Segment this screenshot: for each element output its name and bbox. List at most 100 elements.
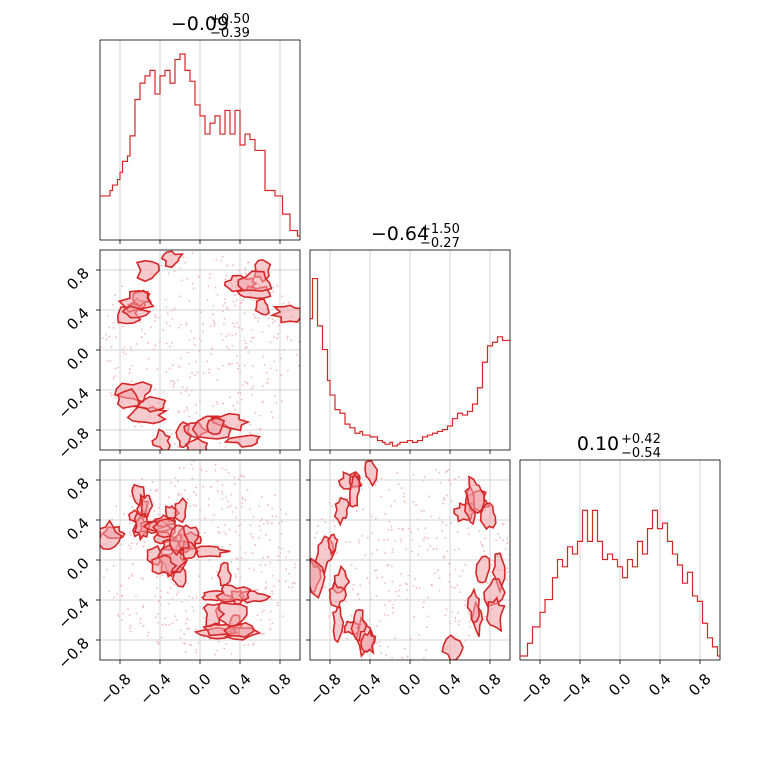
sample-point [193,344,196,346]
sample-point [106,568,108,571]
sample-point [463,599,466,602]
sample-point [156,488,159,491]
sample-point [157,621,159,624]
sample-point [239,371,241,374]
sample-point [173,386,175,388]
sample-point [438,471,441,474]
sample-point [195,360,198,363]
sample-point [108,326,110,329]
sample-point [259,529,262,532]
sample-point [442,556,445,559]
sample-point [360,477,363,480]
sample-point [261,401,264,404]
sample-point [120,619,123,622]
sample-point [124,353,127,356]
sample-point [157,316,160,319]
sample-point [173,270,176,273]
sample-point [213,322,216,325]
sample-point [277,333,280,335]
sample-point [436,547,438,550]
sample-point [228,528,231,531]
sample-point [280,508,282,511]
sample-point [217,640,220,643]
sample-point [214,469,216,472]
sample-point [208,558,211,561]
contour-level [151,554,178,578]
sample-point [231,344,234,347]
sample-point [445,524,448,526]
sample-point [160,590,162,592]
sample-point [425,649,428,652]
contour-level [223,434,262,448]
sample-point [224,533,227,536]
sample-point [284,512,287,515]
panel-2d-param-1-vs-param-2: −0.8−0.4 0.0 0.4 0.8 [54,249,301,463]
sample-point [191,477,194,480]
sample-point [244,552,247,554]
sample-point [212,304,215,307]
sample-point [152,348,155,351]
sample-point [464,563,467,566]
sample-point [237,392,240,394]
sample-point [165,306,168,308]
sample-point [259,618,262,621]
sample-point [147,631,150,634]
sample-point [399,584,402,587]
sample-point [232,322,234,325]
sample-point [239,547,242,550]
sample-point [394,637,397,640]
sample-point [184,650,187,653]
sample-point [188,362,191,365]
sample-point [249,423,252,426]
sample-point [154,489,157,492]
sample-point [506,571,509,574]
sample-point [260,496,263,498]
sample-point [458,623,460,626]
sample-point [147,357,150,360]
sample-point [113,596,116,599]
sample-point [151,498,153,501]
sample-point [228,396,231,399]
sample-point [155,586,158,589]
sample-point [103,576,105,579]
sample-point [154,313,156,316]
sample-point [438,590,441,592]
sample-point [390,504,393,507]
sample-point [457,611,460,614]
sample-point [259,519,262,522]
sample-point [359,584,362,587]
sample-point [109,391,112,394]
sample-point [224,445,227,448]
sample-point [288,301,290,304]
sample-point [335,551,338,554]
sample-point [254,411,257,414]
sample-point [274,320,276,323]
sample-point [244,342,247,345]
sample-point [280,520,283,523]
sample-point [183,466,185,469]
sample-point [266,381,269,384]
sample-point [358,598,361,601]
sample-point [122,325,124,328]
sample-point [185,622,187,625]
sample-point [128,614,131,617]
sample-point [122,351,125,354]
sample-point [263,632,265,635]
sample-point [279,551,282,554]
sample-point [231,511,234,513]
sample-point [116,613,119,616]
sample-point [247,351,250,354]
sample-point [432,548,435,551]
sample-point [191,252,194,254]
sample-point [265,586,268,588]
histogram-step [310,277,510,447]
sample-point [162,391,165,393]
sample-point [422,479,425,482]
sample-point [129,347,132,349]
contour-level [184,437,209,450]
sample-point [121,285,124,288]
sample-point [313,558,316,560]
sample-point [357,593,360,596]
sample-point [324,586,326,589]
contour-level [215,583,252,603]
